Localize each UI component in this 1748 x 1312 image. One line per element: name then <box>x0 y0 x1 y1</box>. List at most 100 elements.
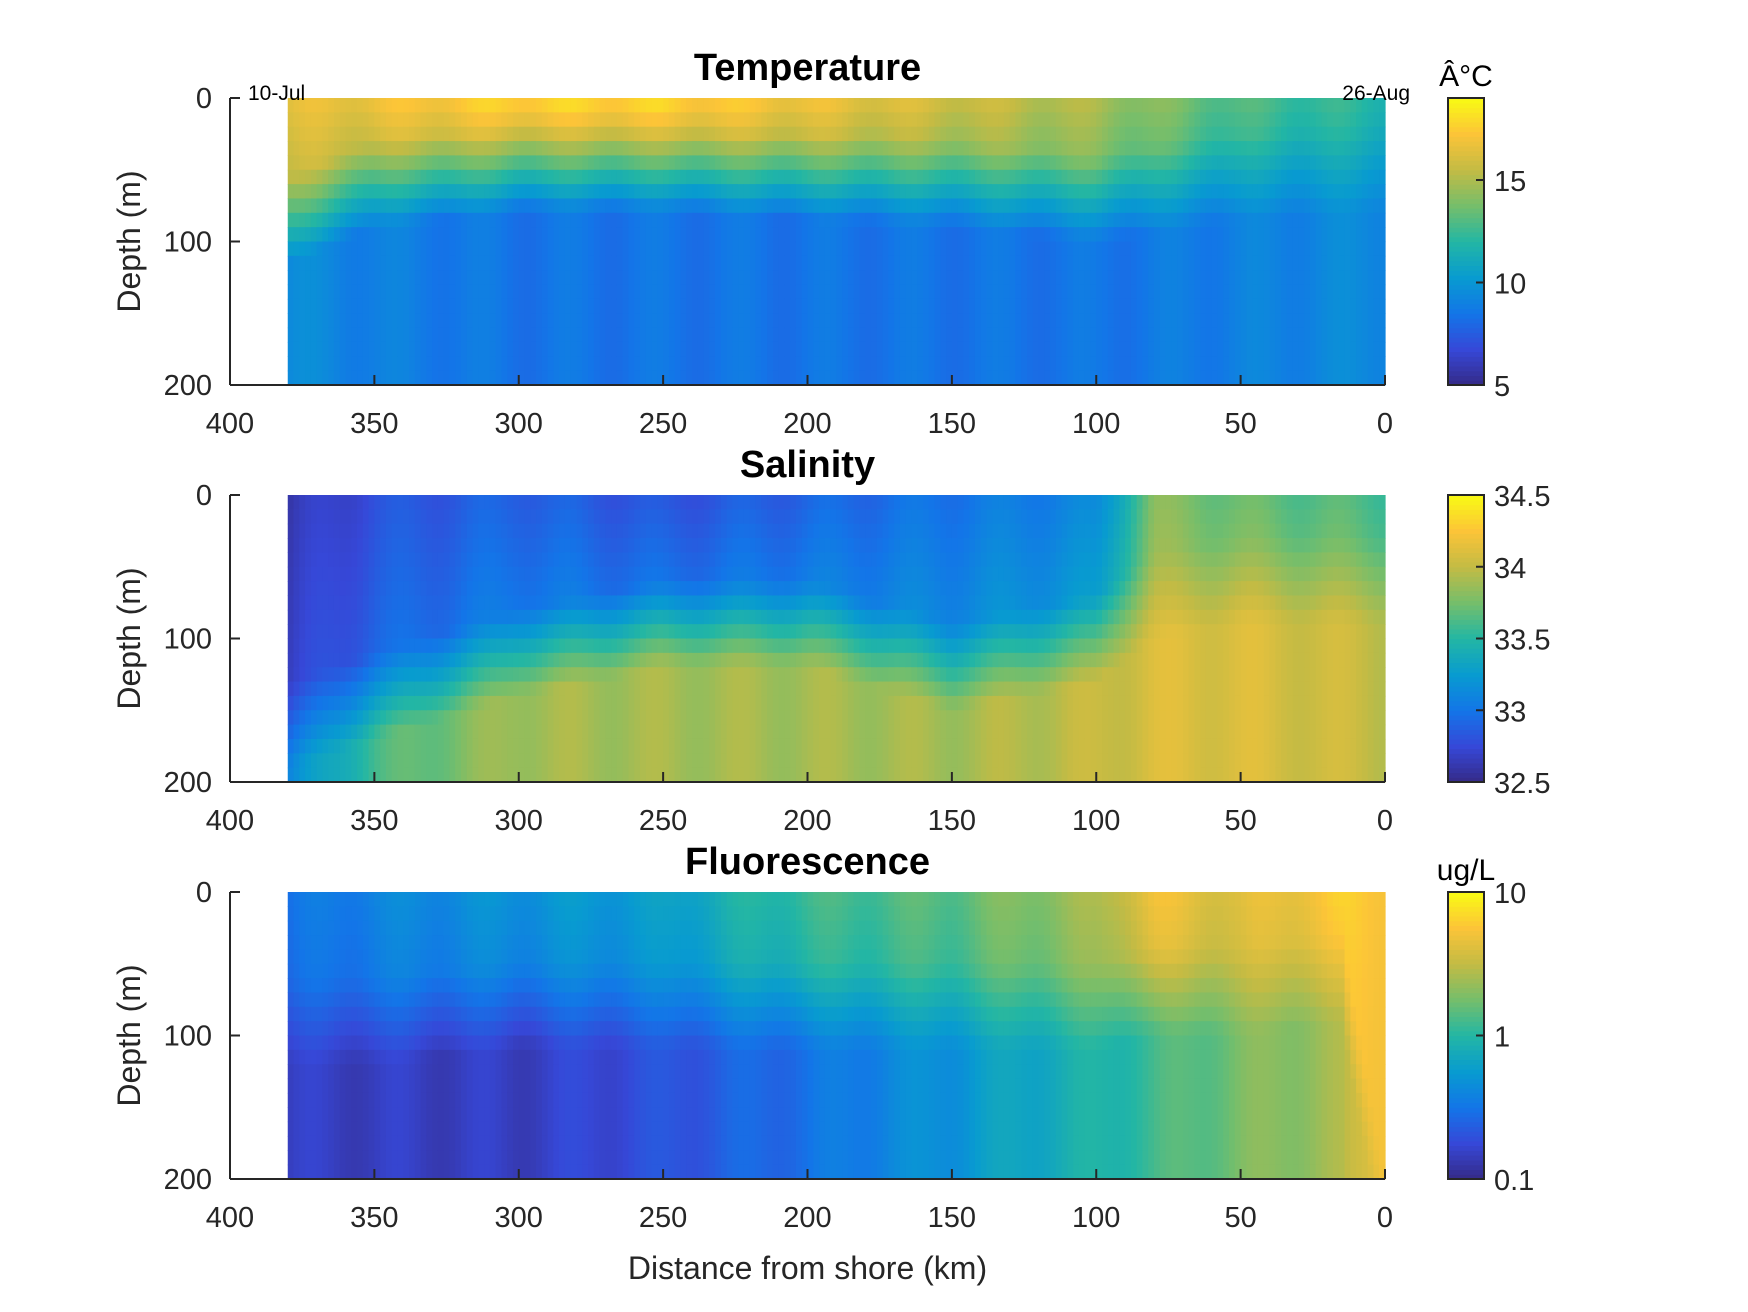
heatmap-cell <box>1159 155 1167 171</box>
heatmap-cell <box>668 155 676 171</box>
heatmap-cell <box>588 523 595 539</box>
heatmap-cell <box>1356 270 1363 286</box>
heatmap-cell <box>697 356 705 372</box>
heatmap-cell <box>1240 313 1248 329</box>
heatmap-cell <box>501 753 508 769</box>
heatmap-cell <box>512 710 520 726</box>
heatmap-cell <box>420 227 427 243</box>
heatmap-cell <box>807 198 814 214</box>
heatmap-cell <box>420 255 427 271</box>
heatmap-cell <box>836 112 843 128</box>
heatmap-cell <box>657 126 664 142</box>
heatmap-cell <box>328 667 335 683</box>
heatmap-cell <box>663 126 670 142</box>
heatmap-cell <box>374 341 381 357</box>
heatmap-cell <box>368 753 375 769</box>
heatmap-cell <box>368 155 375 171</box>
heatmap-cell <box>305 198 312 214</box>
heatmap-cell <box>559 581 566 597</box>
heatmap-cell <box>1096 126 1103 142</box>
heatmap-cell <box>305 370 312 386</box>
heatmap-cell <box>484 298 491 314</box>
heatmap-cell <box>980 270 988 286</box>
heatmap-cell <box>859 227 866 243</box>
heatmap-cell <box>559 356 566 372</box>
heatmap-cell <box>553 595 560 611</box>
heatmap-cell <box>299 112 306 128</box>
heatmap-cell <box>524 538 531 553</box>
heatmap-cell <box>357 98 364 113</box>
heatmap-cell <box>333 667 341 683</box>
heatmap-field <box>287 495 1386 783</box>
heatmap-cell <box>726 270 734 286</box>
heatmap-cell <box>1067 341 1074 357</box>
heatmap-cell <box>362 255 370 271</box>
heatmap-cell <box>651 98 658 113</box>
heatmap-cell <box>680 169 687 185</box>
heatmap-cell <box>524 327 531 343</box>
heatmap-cell <box>397 667 404 683</box>
heatmap-cell <box>1194 327 1201 343</box>
heatmap-cell <box>634 313 641 329</box>
heatmap-cell <box>819 212 826 228</box>
heatmap-cell <box>599 270 606 286</box>
heatmap-cell <box>784 141 791 156</box>
heatmap-cell <box>559 169 566 185</box>
heatmap-cell <box>466 509 474 525</box>
heatmap-cell <box>472 595 479 611</box>
heatmap-cell <box>1154 255 1161 271</box>
heatmap-cell <box>605 298 612 314</box>
heatmap-cell <box>917 141 924 156</box>
heatmap-cell <box>998 255 1005 271</box>
heatmap-cell <box>426 313 433 329</box>
heatmap-cell <box>957 155 965 171</box>
heatmap-cell <box>455 495 462 510</box>
heatmap-cell <box>899 313 907 329</box>
heatmap-cell <box>345 112 352 128</box>
heatmap-cell <box>507 509 514 525</box>
heatmap-cell <box>743 313 751 329</box>
heatmap-cell <box>1292 227 1299 243</box>
heatmap-cell <box>882 112 889 128</box>
heatmap-cell <box>368 609 375 625</box>
heatmap-cell <box>1102 327 1109 343</box>
heatmap-cell <box>1113 169 1120 185</box>
heatmap-cell <box>703 356 710 372</box>
heatmap-cell <box>784 155 791 171</box>
heatmap-cell <box>871 198 878 214</box>
heatmap-cell <box>1304 227 1311 243</box>
heatmap-cell <box>1373 341 1380 357</box>
heatmap-cell <box>1107 270 1115 286</box>
heatmap-cell <box>593 356 601 372</box>
heatmap-cell <box>478 98 485 113</box>
heatmap-cell <box>1177 98 1184 113</box>
heatmap-cell <box>287 298 295 314</box>
heatmap-cell <box>767 284 774 300</box>
heatmap-cell <box>969 341 976 357</box>
heatmap-cell <box>449 652 456 668</box>
heatmap-cell <box>645 98 653 113</box>
heatmap-cell <box>495 112 503 128</box>
heatmap-cell <box>842 255 849 271</box>
heatmap-cell <box>495 495 503 510</box>
heatmap-cell <box>443 341 451 357</box>
heatmap-cell <box>980 155 988 171</box>
heatmap-cell <box>1321 184 1328 200</box>
heatmap-cell <box>339 495 347 510</box>
heatmap-cell <box>357 710 364 726</box>
heatmap-cell <box>934 212 941 228</box>
heatmap-cell <box>1338 241 1346 257</box>
heatmap-cell <box>738 141 745 156</box>
heatmap-cell <box>697 227 705 243</box>
x-tick-label: 200 <box>783 408 831 440</box>
heatmap-cell <box>333 298 341 314</box>
heatmap-cell <box>1090 126 1097 142</box>
y-tick-label: 100 <box>164 227 212 259</box>
heatmap-cell <box>715 184 722 200</box>
heatmap-cell <box>316 495 324 510</box>
heatmap-cell <box>1148 126 1155 142</box>
heatmap-cell <box>1113 212 1120 228</box>
heatmap-cell <box>310 169 318 185</box>
heatmap-cell <box>1125 155 1132 171</box>
heatmap-cell <box>582 609 589 625</box>
